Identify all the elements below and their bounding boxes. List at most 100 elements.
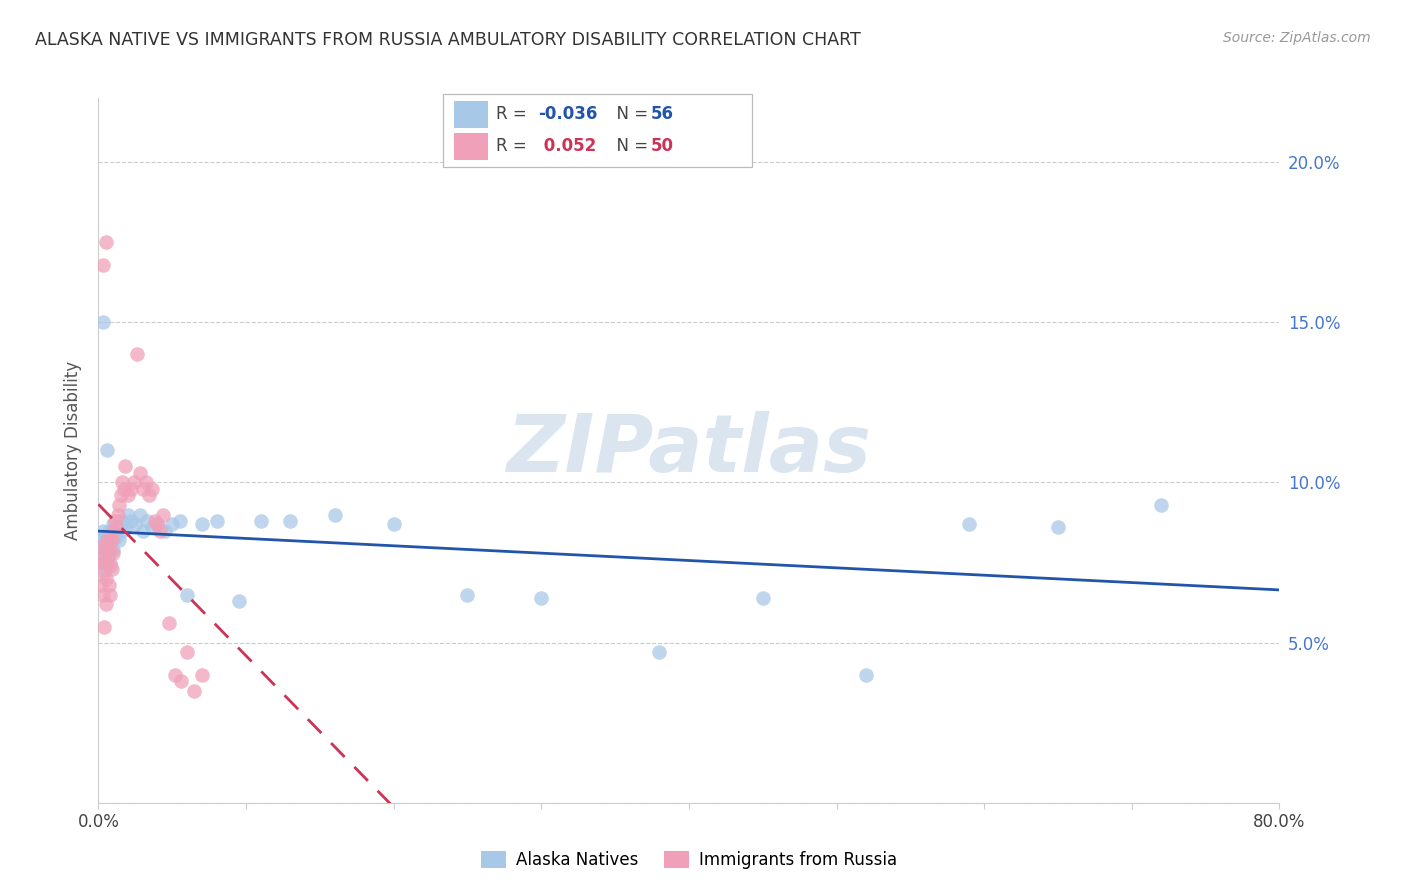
Y-axis label: Ambulatory Disability: Ambulatory Disability: [65, 361, 83, 540]
Point: [93, 619, 115, 633]
Point: [114, 520, 136, 534]
Point: [94, 542, 117, 557]
Point: [169, 514, 191, 528]
Point: [94, 572, 117, 586]
Point: [98, 533, 121, 548]
Point: [96, 556, 118, 570]
Point: [1150, 498, 1173, 512]
Point: [146, 517, 169, 532]
Point: [135, 475, 157, 490]
Point: [91, 524, 114, 538]
Point: [97, 542, 120, 557]
Legend: Alaska Natives, Immigrants from Russia: Alaska Natives, Immigrants from Russia: [474, 844, 904, 876]
Point: [93, 565, 115, 579]
Point: [94, 536, 117, 550]
Point: [165, 667, 187, 681]
Point: [111, 524, 134, 538]
Point: [96, 542, 118, 557]
Point: [100, 562, 122, 576]
Point: [110, 488, 132, 502]
Point: [103, 546, 125, 560]
Point: [959, 517, 981, 532]
Point: [91, 552, 114, 566]
Point: [89, 530, 111, 544]
Point: [141, 520, 163, 534]
Point: [176, 588, 198, 602]
Point: [93, 562, 115, 576]
Text: ALASKA NATIVE VS IMMIGRANTS FROM RUSSIA AMBULATORY DISABILITY CORRELATION CHART: ALASKA NATIVE VS IMMIGRANTS FROM RUSSIA …: [35, 31, 860, 49]
Point: [170, 674, 193, 689]
Point: [124, 517, 146, 532]
Point: [104, 514, 127, 528]
Point: [89, 540, 111, 554]
Point: [94, 597, 117, 611]
Point: [103, 542, 125, 557]
Point: [91, 588, 114, 602]
Point: [205, 514, 228, 528]
Point: [117, 488, 139, 502]
Point: [107, 520, 129, 534]
Text: ZIPatlas: ZIPatlas: [506, 411, 872, 490]
Point: [162, 517, 183, 532]
Point: [143, 514, 166, 528]
Point: [323, 508, 346, 522]
Point: [125, 347, 148, 361]
Point: [382, 517, 405, 532]
Point: [191, 667, 214, 681]
Point: [104, 524, 127, 538]
Text: R =: R =: [496, 105, 533, 123]
Point: [98, 542, 121, 557]
Point: [96, 443, 118, 458]
Point: [250, 514, 273, 528]
Point: [93, 542, 115, 557]
Point: [146, 517, 169, 532]
Point: [105, 530, 128, 544]
Point: [97, 546, 120, 560]
Point: [128, 466, 150, 480]
Point: [114, 459, 136, 474]
Point: [157, 616, 180, 631]
Point: [108, 533, 131, 548]
Point: [98, 588, 121, 602]
Point: [136, 514, 159, 528]
Point: [100, 524, 122, 538]
Point: [111, 475, 134, 490]
Text: R =: R =: [496, 137, 533, 155]
Text: N =: N =: [606, 105, 654, 123]
Point: [108, 498, 131, 512]
Point: [530, 591, 553, 605]
Point: [105, 520, 128, 534]
Point: [280, 514, 302, 528]
Point: [110, 514, 132, 528]
Text: 56: 56: [651, 105, 673, 123]
Point: [90, 552, 112, 566]
Point: [98, 558, 121, 573]
Point: [128, 508, 150, 522]
Point: [97, 524, 120, 538]
Point: [132, 524, 155, 538]
Point: [132, 482, 155, 496]
Point: [457, 588, 479, 602]
Text: -0.036: -0.036: [538, 105, 598, 123]
Point: [94, 235, 117, 250]
Point: [91, 258, 114, 272]
Point: [98, 556, 121, 570]
Point: [1046, 520, 1070, 534]
Point: [191, 517, 214, 532]
Point: [91, 556, 114, 570]
Text: 0.052: 0.052: [538, 137, 596, 155]
Text: 50: 50: [651, 137, 673, 155]
Point: [93, 533, 115, 548]
Point: [648, 645, 671, 659]
Point: [96, 533, 118, 548]
Point: [752, 591, 775, 605]
Point: [98, 533, 121, 548]
Point: [152, 508, 174, 522]
Point: [96, 530, 118, 544]
Point: [90, 540, 112, 554]
Text: Source: ZipAtlas.com: Source: ZipAtlas.com: [1223, 31, 1371, 45]
Point: [138, 488, 160, 502]
Point: [107, 508, 129, 522]
Point: [94, 552, 117, 566]
Point: [149, 524, 172, 538]
